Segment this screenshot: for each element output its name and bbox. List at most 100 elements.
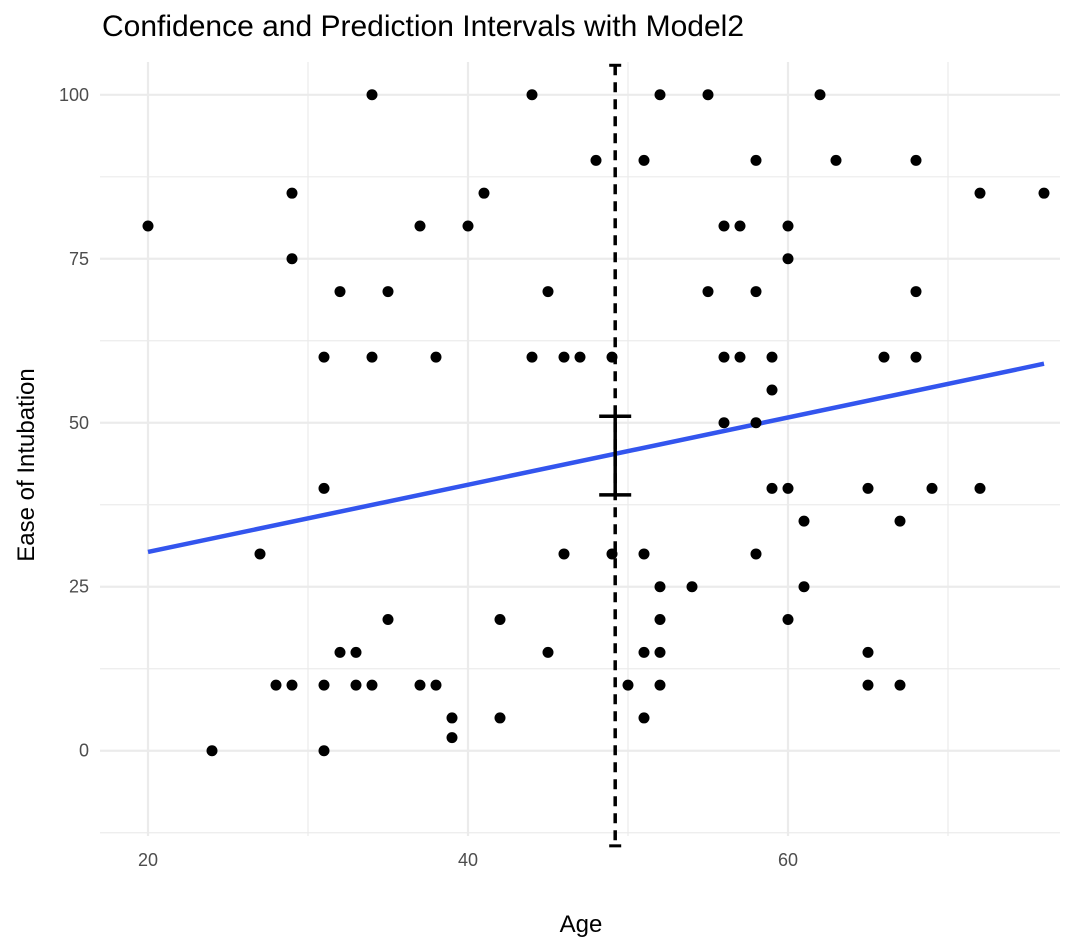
data-point [910,154,922,166]
x-axis-title: Age [560,911,603,938]
chart-title: Confidence and Prediction Intervals with… [102,10,745,43]
data-point [782,253,794,265]
prediction-interval-group [609,63,622,848]
data-point [718,417,730,429]
data-point [318,745,330,757]
data-point [638,712,650,724]
data-point [654,581,666,593]
y-tick-label: 25 [69,577,89,597]
data-point [574,351,586,363]
data-point [382,286,394,298]
data-point [766,384,778,396]
data-point [606,548,618,560]
data-point [718,220,730,232]
data-point [526,351,538,363]
y-tick-label: 50 [69,413,89,433]
data-point [622,679,634,691]
data-point [270,679,282,691]
data-point [382,614,394,626]
points-group [142,89,1050,757]
data-point [750,286,762,298]
data-point [430,679,442,691]
data-point [350,679,362,691]
data-point [1038,187,1050,199]
data-point [654,89,666,101]
data-point [654,614,666,626]
data-point [974,187,986,199]
x-tick-label: 60 [778,850,798,870]
data-point [686,581,698,593]
data-point [974,482,986,494]
data-point [702,286,714,298]
data-point [334,286,346,298]
data-point [318,482,330,494]
x-tick-label: 20 [138,850,158,870]
data-point [366,351,378,363]
data-point [766,482,778,494]
data-point [654,679,666,691]
data-point [910,351,922,363]
data-point [654,646,666,658]
fit-line-group [147,361,1045,555]
data-point [366,89,378,101]
data-point [830,154,842,166]
data-point [814,89,826,101]
data-point [750,154,762,166]
fit-line [147,361,1045,555]
data-point [606,351,618,363]
data-point [862,646,874,658]
data-point [910,286,922,298]
data-point [286,187,298,199]
data-point [782,614,794,626]
data-point [750,417,762,429]
data-point [478,187,490,199]
data-point [718,351,730,363]
data-point [878,351,890,363]
data-point [286,679,298,691]
data-point [206,745,218,757]
data-point [350,646,362,658]
data-point [894,515,906,527]
x-tick-label: 40 [458,850,478,870]
data-point [414,220,426,232]
data-point [334,646,346,658]
data-point [734,220,746,232]
data-point [526,89,538,101]
data-point [542,286,554,298]
data-point [638,646,650,658]
data-point [414,679,426,691]
data-point [702,89,714,101]
data-point [542,646,554,658]
data-point [286,253,298,265]
data-point [766,351,778,363]
data-point [318,351,330,363]
data-point [446,732,458,744]
data-point [638,154,650,166]
y-axis-title: Ease of Intubation [13,368,40,561]
y-tick-label: 100 [59,85,89,105]
data-point [590,154,602,166]
data-point [494,614,506,626]
data-point [894,679,906,691]
y-tick-label: 75 [69,249,89,269]
data-point [782,220,794,232]
data-point [638,548,650,560]
data-point [558,351,570,363]
data-point [494,712,506,724]
data-point [366,679,378,691]
data-point [558,548,570,560]
data-point [734,351,746,363]
data-point [862,482,874,494]
grid [100,62,1060,836]
data-point [782,482,794,494]
data-point [750,548,762,560]
y-tick-label: 0 [79,741,89,761]
data-point [254,548,266,560]
data-point [862,679,874,691]
data-point [926,482,938,494]
data-point [446,712,458,724]
data-point [798,581,810,593]
data-point [142,220,154,232]
data-point [462,220,474,232]
